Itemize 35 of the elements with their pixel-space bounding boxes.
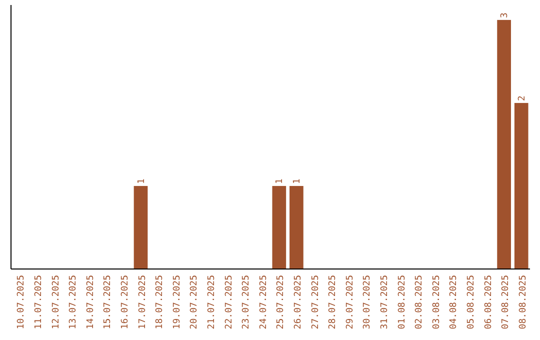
x-tick-label: 16.07.2025 <box>120 275 130 330</box>
x-tick-label: 22.07.2025 <box>224 275 234 330</box>
x-tick-label: 20.07.2025 <box>190 275 200 330</box>
x-tick-label: 08.08.2025 <box>518 275 528 330</box>
x-tick-label: 10.07.2025 <box>16 275 27 330</box>
x-tick-label: 02.08.2025 <box>414 275 425 330</box>
x-tick-label: 26.07.2025 <box>293 275 304 330</box>
x-tick-label: 15.07.2025 <box>103 275 114 330</box>
data-label: 1 <box>292 178 302 184</box>
x-tick-label: 01.08.2025 <box>397 275 408 330</box>
x-tick-label: 30.07.2025 <box>362 275 373 330</box>
data-label: 2 <box>517 96 528 101</box>
data-label: 3 <box>500 12 510 18</box>
x-tick-label: 14.07.2025 <box>86 275 96 330</box>
x-tick-label: 12.07.2025 <box>51 275 62 330</box>
x-tick-label: 28.07.2025 <box>328 275 338 330</box>
x-tick-label: 05.08.2025 <box>466 275 476 330</box>
x-tick-label: 04.08.2025 <box>449 275 460 330</box>
x-tick-label: 11.07.2025 <box>34 275 44 330</box>
x-tick-label: 13.07.2025 <box>68 275 79 330</box>
x-tick-label: 18.07.2025 <box>155 275 166 330</box>
x-tick-label: 17.07.2025 <box>138 275 148 330</box>
x-tick-label: 23.07.2025 <box>242 275 252 330</box>
x-tick-label: 06.08.2025 <box>484 275 494 330</box>
x-tick-label: 03.08.2025 <box>432 275 442 330</box>
x-tick-label: 24.07.2025 <box>258 275 269 330</box>
x-tick-label: 25.07.2025 <box>276 275 286 330</box>
x-tick-label: 07.08.2025 <box>501 275 512 330</box>
x-tick-label: 31.07.2025 <box>380 275 390 330</box>
x-tick-label: 21.07.2025 <box>206 275 217 330</box>
x-tick-label: 29.07.2025 <box>345 275 356 330</box>
data-label: 1 <box>136 178 147 184</box>
x-tick-label: 19.07.2025 <box>172 275 182 330</box>
x-tick-label: 27.07.2025 <box>310 275 321 330</box>
data-label: 1 <box>275 178 286 184</box>
